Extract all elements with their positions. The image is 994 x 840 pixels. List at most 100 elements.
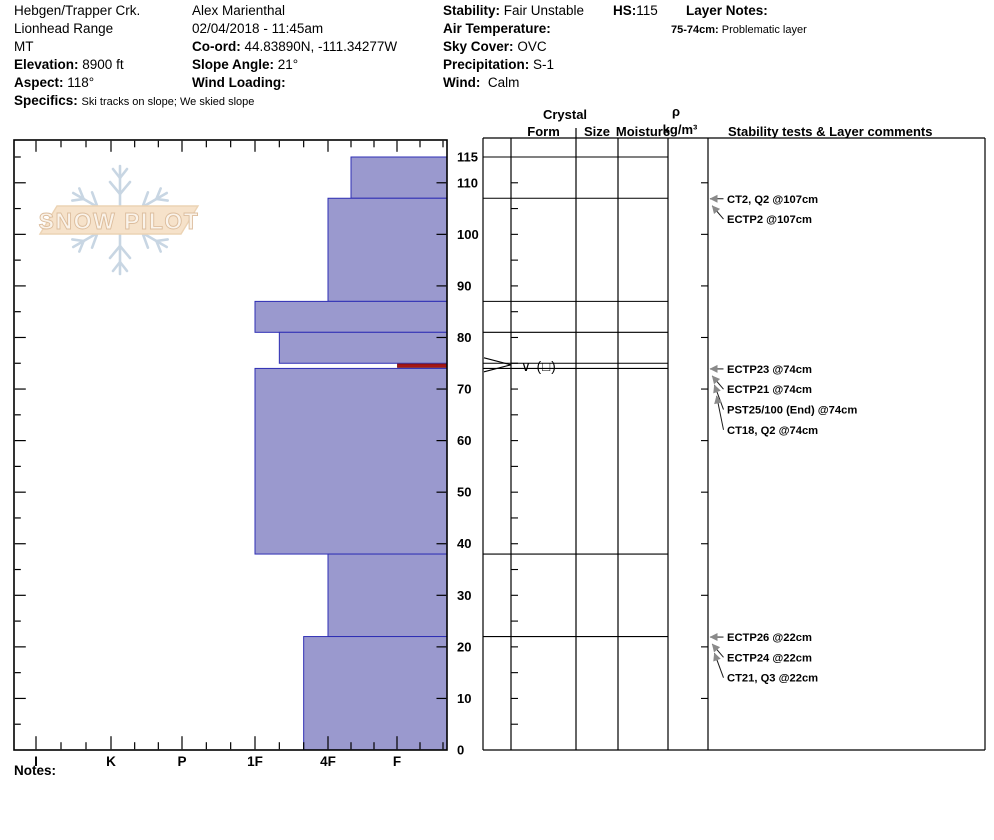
- stability-test-label: CT2, Q2 @107cm: [727, 194, 818, 206]
- layer-note-text: Problematic layer: [721, 24, 807, 36]
- stability-test-label: CT18, Q2 @74cm: [727, 425, 818, 437]
- stability-label: Stability:: [443, 3, 501, 18]
- slope-angle-row: Slope Angle: 21°: [192, 57, 397, 75]
- depth-label: 0: [457, 743, 464, 758]
- hardness-bar-layer-0: [350, 156, 448, 199]
- depth-label: 115: [457, 150, 478, 165]
- logo-text: SNOW PILOT: [39, 208, 200, 234]
- slope-angle-label: Slope Angle:: [192, 57, 275, 72]
- depth-label: 10: [457, 691, 471, 706]
- depth-label: 90: [457, 278, 471, 293]
- hs-row: HS:115: [613, 3, 658, 21]
- test-arrow: [714, 395, 724, 430]
- col-header-stability-tests: Stability tests & Layer comments: [728, 124, 933, 139]
- elevation-row: Elevation: 8900 ft: [14, 57, 254, 75]
- hardness-label: 4F: [320, 754, 336, 769]
- sky-cover-row: Sky Cover: OVC: [443, 39, 584, 57]
- stability-test-label: ECTP23 @74cm: [727, 364, 812, 376]
- stability-row: Stability: Fair Unstable: [443, 3, 584, 21]
- stability-value: Fair Unstable: [503, 3, 585, 18]
- hs-value: 115: [636, 3, 658, 18]
- specifics-row: Specifics: Ski tracks on slope; We skied…: [14, 93, 254, 111]
- aspect-label: Aspect:: [14, 75, 64, 90]
- hs-label: HS:: [613, 3, 637, 18]
- coord-label: Co-ord:: [192, 39, 241, 54]
- specifics-label: Specifics:: [14, 93, 78, 108]
- stability-test-label: CT21, Q3 @22cm: [727, 673, 818, 685]
- coord-value: 44.83890N, -111.34277W: [244, 39, 398, 54]
- aspect-row: Aspect: 118°: [14, 75, 254, 93]
- state: MT: [14, 39, 34, 54]
- col-header-form: Form: [527, 124, 560, 139]
- test-arrow: [713, 652, 724, 678]
- hardness-label: K: [106, 754, 116, 769]
- wind-row: Wind: Calm: [443, 75, 584, 93]
- layer-flag-marker: [483, 357, 512, 373]
- hardness-bar-layer-1: [327, 197, 448, 302]
- snowpilot-logo: SNOW PILOT: [38, 164, 200, 276]
- depth-label: 100: [457, 227, 479, 242]
- stability-test-label: ECTP24 @22cm: [727, 652, 812, 664]
- problem-layer-bar: [397, 363, 448, 368]
- air-temp-label: Air Temperature:: [443, 21, 551, 36]
- wind-loading-label: Wind Loading:: [192, 75, 286, 90]
- hardness-label: F: [393, 754, 401, 769]
- layer-notes-label: Layer Notes:: [686, 3, 768, 18]
- header-observation-block: Alex Marienthal 02/04/2018 - 11:45am Co-…: [192, 3, 397, 93]
- hardness-label: P: [177, 754, 186, 769]
- air-temp-row: Air Temperature:: [443, 21, 584, 39]
- slope-angle-value: 21°: [277, 57, 299, 72]
- test-arrow: [711, 643, 724, 658]
- hardness-chart-frame: [13, 139, 448, 751]
- logo-banner: [38, 205, 200, 235]
- specifics-value: Ski tracks on slope; We skied slope: [81, 96, 255, 108]
- test-arrow: [711, 375, 724, 390]
- depth-label: 40: [457, 536, 471, 551]
- col-header-crystal: Crystal: [542, 107, 588, 122]
- depth-label: 60: [457, 433, 471, 448]
- hardness-label: 1F: [247, 754, 263, 769]
- hardness-bar-layer-7: [303, 636, 448, 751]
- site-name: Hebgen/Trapper Crk.: [14, 3, 141, 18]
- col-header-density-unit: kg/m³: [662, 122, 698, 137]
- depth-label: 110: [457, 175, 478, 190]
- hardness-bar-layer-3: [278, 331, 448, 364]
- depth-label: 70: [457, 382, 471, 397]
- stability-test-label: PST25/100 (End) @74cm: [727, 405, 857, 417]
- hardness-bar-layer-6: [327, 553, 448, 638]
- col-header-size: Size: [583, 124, 610, 139]
- wind-value: Calm: [487, 75, 520, 90]
- stability-test-label: ECTP21 @74cm: [727, 384, 812, 396]
- col-header-moisture: Moisture: [615, 124, 671, 139]
- hardness-bar-layer-5: [254, 367, 448, 555]
- depth-label: 50: [457, 485, 471, 500]
- sky-cover-value: OVC: [517, 39, 547, 54]
- wind-label: Wind:: [443, 75, 481, 90]
- precip-value: S-1: [533, 57, 555, 72]
- elevation-label: Elevation:: [14, 57, 79, 72]
- precip-row: Precipitation: S-1: [443, 57, 584, 75]
- layer-note-depth: 75-74cm:: [671, 24, 719, 36]
- hardness-bar-layer-2: [254, 300, 448, 333]
- observer-name: Alex Marienthal: [192, 3, 286, 18]
- header-location-block: Hebgen/Trapper Crk. Lionhead Range MT El…: [14, 3, 254, 111]
- depth-label: 20: [457, 639, 471, 654]
- elevation-value: 8900 ft: [82, 57, 124, 72]
- notes-label: Notes:: [14, 763, 57, 778]
- aspect-value: 118°: [67, 75, 95, 90]
- wind-loading-row: Wind Loading:: [192, 75, 397, 93]
- hardness-label: I: [34, 754, 38, 769]
- precip-label: Precipitation:: [443, 57, 530, 72]
- mountain-range: Lionhead Range: [14, 21, 114, 36]
- grain-form-symbol: ∨ (□): [521, 359, 557, 374]
- depth-label: 80: [457, 330, 471, 345]
- layer-note-row: 75-74cm: Problematic layer: [671, 24, 807, 36]
- col-header-density-rho: ρ: [671, 104, 681, 119]
- header-conditions-block: Stability: Fair Unstable Air Temperature…: [443, 3, 584, 93]
- depth-label: 30: [457, 588, 471, 603]
- stability-test-label: ECTP2 @107cm: [727, 214, 812, 226]
- sky-cover-label: Sky Cover:: [443, 39, 514, 54]
- test-arrow: [711, 205, 724, 220]
